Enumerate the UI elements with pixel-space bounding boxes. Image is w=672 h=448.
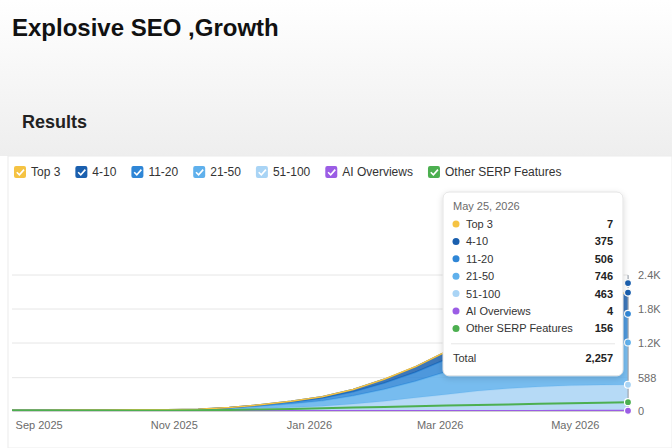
total-dot bbox=[625, 280, 632, 287]
legend-label: 11-20 bbox=[148, 165, 178, 179]
legend-checkbox bbox=[428, 166, 440, 178]
legend-checkbox bbox=[325, 166, 337, 178]
legend-checkbox bbox=[75, 166, 87, 178]
legend-item: 51-100 bbox=[256, 165, 311, 179]
legend-check bbox=[134, 170, 141, 175]
header-background bbox=[0, 0, 672, 156]
x-tick: Jan 2026 bbox=[287, 411, 332, 431]
legend-item: Other SERP Features bbox=[428, 165, 562, 179]
legend-checkbox bbox=[256, 166, 268, 178]
hover-dot bbox=[625, 399, 632, 406]
legend-checkbox bbox=[131, 166, 143, 178]
x-tick-label: May 2026 bbox=[551, 419, 599, 431]
tooltip-dot bbox=[453, 308, 460, 315]
hover-dot bbox=[625, 339, 632, 346]
y-tick-label: 1.8K bbox=[638, 303, 661, 315]
y-axis: 0 588 1.2K 1.8K 2.4K bbox=[628, 269, 661, 417]
tooltip-total-label: Total bbox=[453, 352, 476, 364]
section-title: Results bbox=[22, 112, 87, 132]
x-axis: Sep 2025 Nov 2025 Jan 2026 Mar 2026 May 2026 bbox=[13, 411, 629, 431]
x-tick-label: Jan 2026 bbox=[287, 419, 332, 431]
tooltip-dot bbox=[453, 325, 460, 332]
tooltip-label: Other SERP Features bbox=[466, 322, 573, 334]
tooltip-label: 51-100 bbox=[466, 288, 500, 300]
y-tick: 1.8K bbox=[628, 303, 661, 315]
tooltip-value: 746 bbox=[595, 270, 613, 282]
hover-dot bbox=[625, 289, 632, 296]
tooltip-dot bbox=[453, 255, 460, 262]
x-tick: Nov 2025 bbox=[151, 411, 198, 431]
tooltip-total-value: 2,257 bbox=[585, 352, 613, 364]
legend-check bbox=[78, 170, 85, 175]
y-tick: 588 bbox=[628, 372, 656, 384]
series-line bbox=[12, 402, 628, 410]
tooltip-value: 156 bbox=[595, 322, 613, 334]
legend-item: 11-20 bbox=[131, 165, 178, 179]
x-axis-line bbox=[13, 411, 629, 412]
tooltip-dot bbox=[453, 273, 460, 280]
legend-label: Other SERP Features bbox=[445, 165, 562, 179]
tooltip-box bbox=[443, 192, 623, 376]
hover-dot bbox=[625, 407, 632, 414]
tooltip-label: 4-10 bbox=[466, 235, 488, 247]
x-tick-label: Mar 2026 bbox=[417, 419, 463, 431]
legend-check bbox=[259, 170, 266, 175]
y-tick-label: 1.2K bbox=[638, 337, 661, 349]
x-tick: Sep 2025 bbox=[16, 411, 63, 431]
tooltip-value: 7 bbox=[607, 218, 613, 230]
hover-dots bbox=[625, 280, 632, 415]
hover-dot bbox=[625, 310, 632, 317]
y-tick: 1.2K bbox=[628, 337, 661, 349]
y-tick-label: 2.4K bbox=[638, 269, 661, 281]
legend-checkbox bbox=[14, 166, 26, 178]
tooltip-label: 21-50 bbox=[466, 270, 494, 282]
legend-label: 4-10 bbox=[92, 165, 116, 179]
x-tick: Mar 2026 bbox=[417, 411, 463, 431]
legend-item: Top 3 bbox=[14, 165, 61, 179]
legend-item: 21-50 bbox=[193, 165, 241, 179]
legend-check bbox=[431, 170, 438, 175]
legend-label: 51-100 bbox=[273, 165, 311, 179]
legend-checkbox bbox=[193, 166, 205, 178]
y-tick-label: 588 bbox=[638, 372, 656, 384]
y-tick: 2.4K bbox=[628, 269, 661, 281]
legend-check bbox=[196, 170, 203, 175]
legend-label: AI Overviews bbox=[342, 165, 413, 179]
tooltip-value: 506 bbox=[595, 253, 613, 265]
page: Explosive SEO ,Growth Results Sep 2025 Nov … bbox=[0, 0, 672, 448]
tooltip-label: 11-20 bbox=[466, 253, 493, 265]
tooltip-dot bbox=[453, 290, 460, 297]
tooltip-value: 4 bbox=[607, 305, 614, 317]
tooltip-date: May 25, 2026 bbox=[453, 200, 520, 212]
legend-check bbox=[17, 170, 24, 175]
x-tick: May 2026 bbox=[551, 411, 599, 431]
y-tick-label: 0 bbox=[638, 405, 644, 417]
tooltip-label: AI Overviews bbox=[466, 305, 531, 317]
x-tick-label: Sep 2025 bbox=[16, 419, 63, 431]
legend-label: 21-50 bbox=[210, 165, 241, 179]
chart-card bbox=[8, 156, 672, 448]
tooltip-dot bbox=[453, 238, 460, 245]
x-tick-label: Nov 2025 bbox=[151, 419, 198, 431]
tooltip-divider bbox=[451, 343, 615, 344]
tooltip-dot bbox=[453, 221, 460, 228]
hover-dot bbox=[625, 289, 632, 296]
tooltip-value: 463 bbox=[595, 288, 613, 300]
page-title: Explosive SEO ,Growth bbox=[12, 14, 279, 41]
legend: Top 3 4-10 11-20 21-50 51-100 AI Overviews Oth… bbox=[14, 165, 561, 179]
background bbox=[0, 0, 672, 448]
legend-item: AI Overviews bbox=[325, 165, 413, 179]
legend-label: Top 3 bbox=[31, 165, 61, 179]
tooltip-value: 375 bbox=[595, 235, 613, 247]
hover-dot bbox=[625, 381, 632, 388]
tooltip-label: Top 3 bbox=[466, 218, 493, 230]
tooltip: May 25, 2026 Top 3 7 4-10 375 11-20 506 21-50 74… bbox=[443, 192, 623, 376]
legend-item: 4-10 bbox=[75, 165, 116, 179]
legend-check bbox=[328, 170, 335, 175]
